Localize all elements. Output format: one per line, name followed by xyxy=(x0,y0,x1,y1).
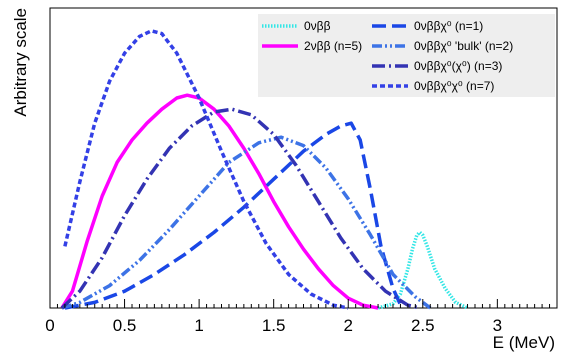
x-tick-label: 0 xyxy=(45,316,54,335)
legend-label-5: 0νββχ⁰χ⁰ (n=7) xyxy=(414,79,494,93)
x-tick-label: 1 xyxy=(194,316,203,335)
series-line-0 xyxy=(377,230,469,310)
series-line-1 xyxy=(60,93,379,310)
legend-box xyxy=(258,14,555,97)
legend-label-4: 0νββχ⁰(χ⁰) (n=3) xyxy=(414,59,502,73)
legend-label-0: 0νββ xyxy=(304,19,331,33)
y-axis-label: Arbitrary scale xyxy=(11,8,30,117)
series-line-2 xyxy=(64,121,404,310)
x-tick-label: 1.5 xyxy=(262,316,286,335)
series-line-3 xyxy=(61,135,432,310)
x-axis-label: E (MeV) xyxy=(493,333,555,352)
legend-label-2: 0νββχ⁰ (n=1) xyxy=(414,19,483,33)
x-axis-tick-labels: 0 0.5 1 1.5 2 2.5 3 xyxy=(45,316,502,335)
legend-label-1: 2νββ (n=5) xyxy=(304,39,362,53)
x-tick-label: 3 xyxy=(493,316,502,335)
x-tick-label: 0.5 xyxy=(113,316,137,335)
x-tick-label: 2 xyxy=(344,316,353,335)
x-axis-ticks xyxy=(49,299,558,308)
series-curves xyxy=(60,29,469,310)
legend: 0νββ 2νββ (n=5) 0νββχ⁰ (n=1) 0νββχ⁰ 'bulk' … xyxy=(258,14,555,97)
series-line-5 xyxy=(63,29,349,310)
x-tick-label: 2.5 xyxy=(411,316,435,335)
series-line-4 xyxy=(60,107,421,310)
legend-label-3: 0νββχ⁰ 'bulk' (n=2) xyxy=(414,39,513,53)
